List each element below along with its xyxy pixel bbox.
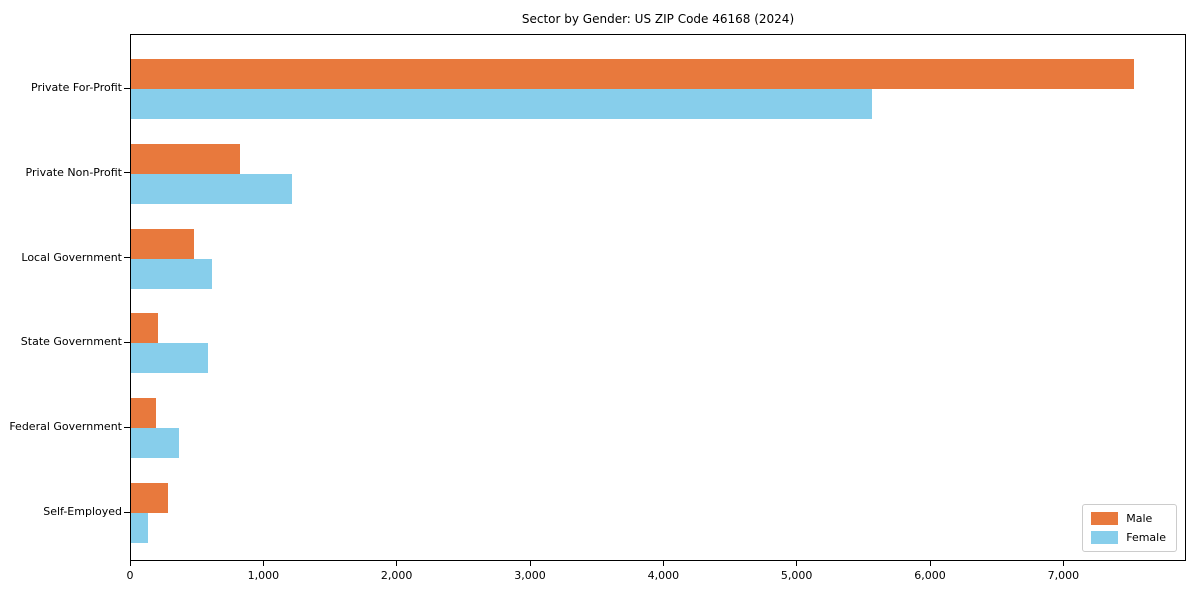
- legend-item-male: Male: [1091, 512, 1166, 525]
- x-tick-label-1000: 1,000: [247, 569, 280, 582]
- y-tick-private-non-profit: [124, 172, 130, 174]
- x-tick-5000: [796, 561, 798, 566]
- x-tick-label-6000: 6,000: [914, 569, 946, 582]
- y-tick-label-private-non-profit: Private Non-Profit: [25, 165, 122, 179]
- legend: Male Female: [1082, 504, 1177, 552]
- x-tick-7000: [1062, 561, 1064, 566]
- y-tick-label-federal-government: Federal Government: [9, 420, 122, 434]
- x-tick-label-0: 0: [126, 569, 134, 582]
- bar-female-private-non-profit: [131, 173, 293, 204]
- plot-area: [130, 34, 1186, 561]
- y-tick-label-state-government: State Government: [20, 335, 122, 349]
- y-tick-private-for-profit: [124, 87, 130, 89]
- bar-female-private-for-profit: [131, 89, 873, 119]
- x-tick-4000: [662, 561, 664, 566]
- legend-label-female: Female: [1126, 531, 1166, 544]
- x-tick-label-5000: 5,000: [780, 569, 813, 582]
- y-tick-local-government: [124, 257, 130, 259]
- y-tick-label-local-government: Local Government: [21, 250, 122, 264]
- female-color-swatch: [1091, 531, 1119, 544]
- bar-male-local-government: [131, 228, 194, 259]
- x-tick-label-2000: 2,000: [380, 569, 413, 582]
- y-tick-federal-government: [124, 426, 130, 428]
- bar-male-private-for-profit: [131, 59, 1135, 89]
- bar-female-local-government: [131, 258, 213, 289]
- legend-item-female: Female: [1091, 531, 1166, 544]
- x-tick-label-3000: 3,000: [514, 569, 546, 582]
- bar-male-self-employed: [131, 483, 169, 513]
- x-tick-1000: [262, 561, 264, 566]
- x-tick-label-4000: 4,000: [647, 569, 680, 582]
- y-tick-state-government: [124, 341, 130, 343]
- bar-female-state-government: [131, 343, 209, 374]
- x-tick-label-7000: 7,000: [1047, 569, 1080, 582]
- x-tick-6000: [929, 561, 931, 566]
- legend-label-male: Male: [1126, 512, 1153, 525]
- bar-female-federal-government: [131, 428, 179, 459]
- bar-female-self-employed: [131, 513, 149, 543]
- bar-male-state-government: [131, 313, 158, 344]
- y-tick-label-private-for-profit: Private For-Profit: [31, 81, 122, 94]
- x-tick-3000: [529, 561, 531, 566]
- bar-male-federal-government: [131, 398, 157, 429]
- x-tick-0: [129, 561, 131, 566]
- x-tick-2000: [396, 561, 398, 566]
- male-color-swatch: [1091, 512, 1119, 525]
- chart-title: Sector by Gender: US ZIP Code 46168 (202…: [521, 12, 795, 26]
- y-tick-label-self-employed: Self-Employed: [43, 505, 122, 518]
- y-tick-self-employed: [124, 511, 130, 513]
- bar-male-private-non-profit: [131, 143, 241, 174]
